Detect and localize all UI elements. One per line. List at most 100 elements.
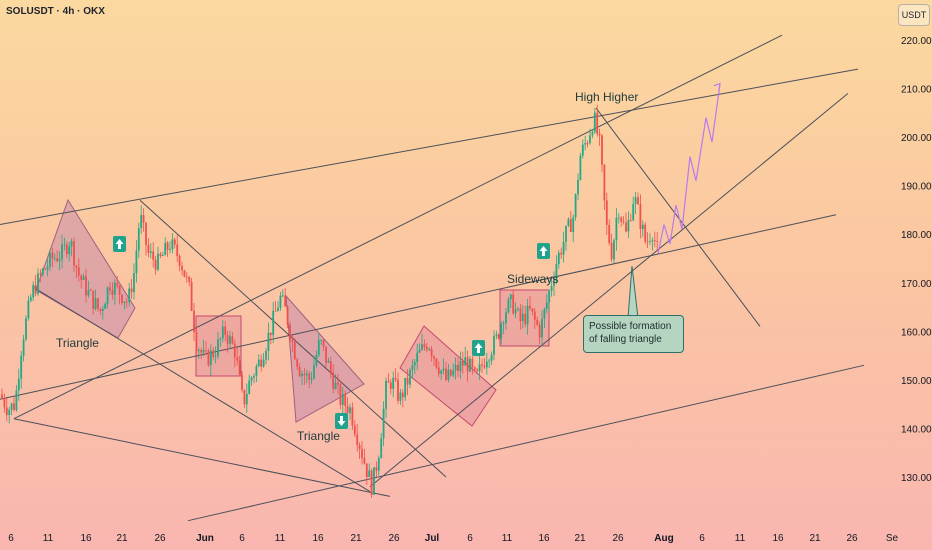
candle (447, 363, 450, 383)
candle (394, 368, 397, 382)
candle (262, 352, 265, 368)
candle (70, 238, 73, 257)
x-tick-label: 16 (80, 533, 92, 544)
candle (181, 261, 183, 276)
falling-resistance (595, 107, 761, 327)
up-arrow-icon (472, 340, 485, 356)
candle (140, 205, 143, 234)
candle (289, 321, 291, 346)
candle (217, 331, 219, 360)
x-tick-label: 26 (612, 533, 624, 544)
candle (118, 284, 121, 305)
candle (173, 237, 176, 249)
candle (339, 381, 342, 410)
candle (243, 389, 246, 409)
candle (481, 358, 483, 374)
candle (116, 275, 119, 289)
candle (622, 216, 625, 225)
candle (502, 320, 505, 335)
candle (531, 308, 534, 316)
candle (442, 358, 445, 375)
candle (65, 241, 68, 258)
candle (313, 355, 315, 380)
candle (370, 468, 373, 498)
candle (219, 337, 222, 347)
candle (653, 231, 656, 248)
candle (332, 364, 335, 394)
candle (389, 379, 392, 395)
candle (593, 107, 596, 134)
candle (574, 193, 577, 221)
candle (586, 140, 589, 148)
y-tick-label: 140.00 (901, 424, 932, 435)
candle (641, 220, 644, 238)
candle (392, 371, 395, 398)
candle (34, 274, 37, 297)
candle (497, 333, 500, 341)
triangle-label-2: Triangle (297, 429, 340, 443)
candle (538, 321, 541, 345)
y-tick-label: 160.00 (901, 327, 932, 338)
candle (445, 361, 447, 382)
candle (183, 269, 186, 278)
sideways-label: Sideways (507, 272, 558, 286)
candle (541, 310, 543, 346)
candle (495, 330, 498, 340)
candle (32, 281, 35, 302)
candle (387, 373, 390, 383)
y-tick-label: 220.00 (901, 36, 932, 47)
candle (250, 375, 253, 386)
candle (373, 467, 375, 496)
candle (77, 258, 80, 282)
candle (627, 211, 630, 238)
candle (284, 287, 287, 307)
x-tick-label: 11 (275, 533, 286, 544)
candle (51, 247, 54, 268)
candle (121, 294, 123, 306)
candle (365, 463, 368, 485)
candle (149, 243, 152, 259)
candle (457, 357, 459, 378)
candle (159, 252, 162, 259)
x-tick-label: 6 (8, 533, 14, 544)
triangle-lower-line (33, 287, 371, 492)
triangle-zone-1 (35, 198, 136, 339)
candle (106, 286, 109, 309)
symbol-title: SOLUSDT · 4h · OKX (6, 6, 105, 17)
candle (44, 267, 47, 270)
candle (545, 293, 548, 314)
candle (212, 346, 215, 361)
candle (109, 282, 111, 295)
x-tick-label: Aug (654, 533, 673, 544)
candle (267, 322, 270, 361)
candle (281, 289, 284, 298)
candle (10, 402, 13, 416)
candle (94, 289, 97, 311)
x-tick-label: 11 (502, 533, 513, 544)
candle (5, 398, 8, 422)
triangle-zone-2 (285, 294, 365, 423)
candle (560, 247, 563, 259)
candle (454, 357, 457, 380)
candle (579, 152, 582, 181)
candle (337, 374, 339, 395)
candle (353, 420, 356, 438)
candle (473, 366, 476, 372)
candle (471, 355, 474, 375)
candle (1, 388, 3, 400)
candle (598, 128, 601, 146)
candle (37, 268, 39, 297)
candle (581, 139, 584, 159)
y-tick-label: 150.00 (901, 376, 932, 387)
candle (469, 356, 471, 373)
candle (274, 301, 277, 312)
candle (224, 320, 227, 341)
candle (625, 212, 627, 233)
candle (133, 263, 135, 300)
candle (257, 354, 260, 368)
candle (409, 367, 411, 389)
candle (430, 346, 433, 362)
currency-button[interactable]: USDT (898, 4, 930, 26)
